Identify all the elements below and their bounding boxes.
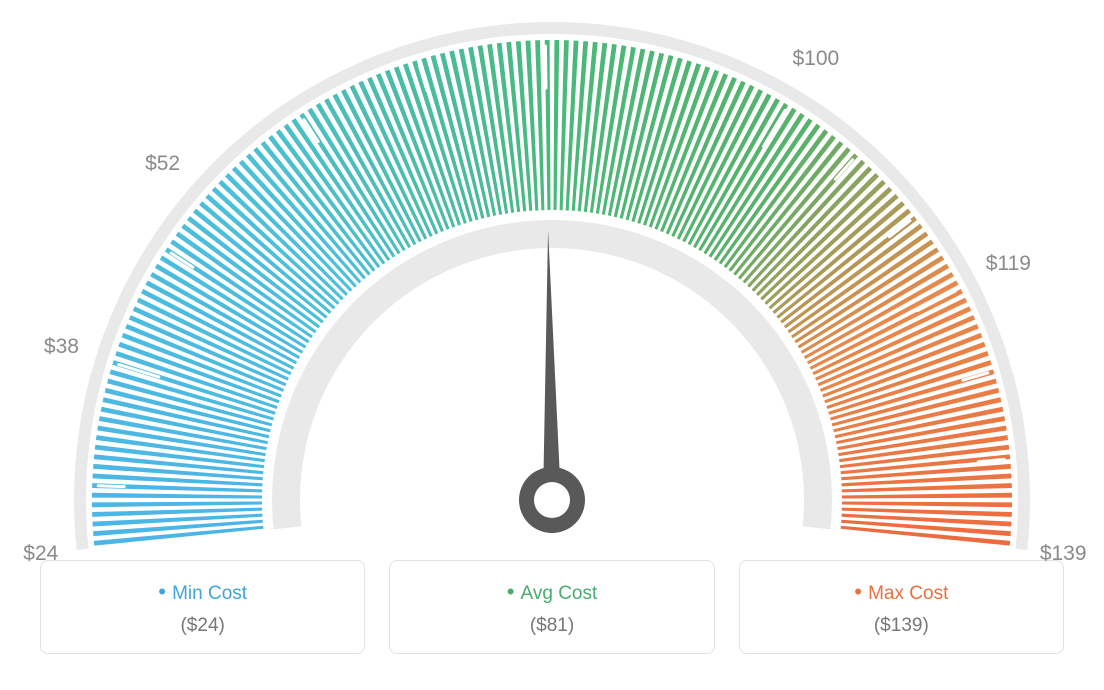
legend-card-min: Min Cost ($24) xyxy=(40,560,365,654)
gauge-scale-label: $119 xyxy=(986,252,1031,276)
legend-max-title: Max Cost xyxy=(750,579,1053,605)
legend-max-value: ($139) xyxy=(750,615,1053,637)
legend-row: Min Cost ($24) Avg Cost ($81) Max Cost (… xyxy=(0,560,1104,654)
gauge-scale-label: $139 xyxy=(1040,542,1087,566)
legend-min-title: Min Cost xyxy=(51,579,354,605)
gauge-svg xyxy=(0,0,1104,560)
legend-avg-value: ($81) xyxy=(400,615,703,637)
gauge-scale-label: $52 xyxy=(145,152,180,176)
legend-card-max: Max Cost ($139) xyxy=(739,560,1064,654)
legend-avg-title: Avg Cost xyxy=(400,579,703,605)
gauge-scale-label: $100 xyxy=(793,47,840,71)
cost-gauge: $24$38$52$81$100$119$139 xyxy=(0,0,1104,560)
gauge-scale-label: $24 xyxy=(23,542,58,566)
gauge-scale-label: $38 xyxy=(44,335,79,359)
legend-min-value: ($24) xyxy=(51,615,354,637)
legend-card-avg: Avg Cost ($81) xyxy=(389,560,714,654)
